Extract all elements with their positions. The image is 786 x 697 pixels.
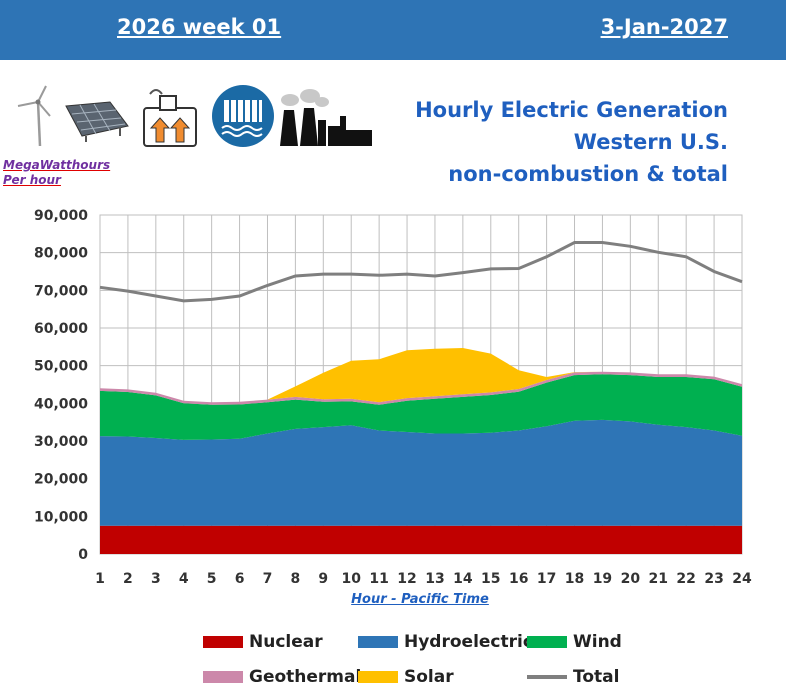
x-tick-label: 24 [732,571,752,587]
legend-wind: Wind [527,632,622,652]
area-geothermal [100,371,742,405]
units-label: MegaWatthours Per hour [3,158,110,188]
date-label: 3-Jan-2027 [600,15,728,39]
units-line-2: Per hour [3,173,61,187]
x-axis-label: Hour - Pacific Time [351,592,489,607]
legend-swatch-solar [358,671,398,683]
power-plant-icon [280,89,372,146]
area-wind [100,374,742,440]
legend-swatch-total [527,675,567,679]
legend-total: Total [527,667,619,687]
generation-chart: 0 10,000 20,000 30,000 40,000 50,000 60,000 70,… [34,208,752,587]
title-line-3: non-combustion & total [448,162,728,186]
legend-solar: Solar [358,667,454,687]
x-tick-label: 12 [397,571,416,587]
area-hydroelectric [100,419,742,526]
x-tick-label: 20 [621,571,641,587]
x-tick-label: 22 [676,571,695,587]
x-tick-label: 4 [179,571,189,587]
x-tick-label: 14 [453,571,473,587]
x-tick-label: 7 [263,571,273,587]
x-tick-label: 17 [537,571,556,587]
y-tick-label: 0 [78,547,88,563]
area-nuclear [100,525,742,554]
title-line-1: Hourly Electric Generation [415,98,728,122]
x-tick-label: 3 [151,571,161,587]
x-tick-label: 9 [318,571,328,587]
x-tick-label: 15 [481,571,500,587]
header-bar: 2026 week 01 3-Jan-2027 [0,0,786,60]
y-tick-label: 50,000 [34,359,88,375]
x-tick-label: 8 [291,571,301,587]
legend-label-solar: Solar [404,667,454,687]
x-tick-label: 5 [207,571,217,587]
y-tick-label: 80,000 [34,246,88,262]
x-tick-label: 19 [593,571,612,587]
legend-label-nuclear: Nuclear [249,632,323,652]
legend-label-wind: Wind [573,632,622,652]
legend-nuclear: Nuclear [203,632,323,652]
solar-panel-icon [65,101,129,142]
x-tick-label: 2 [123,571,133,587]
chart-title: Hourly Electric Generation Western U.S. … [415,94,728,190]
legend-swatch-nuclear [203,636,243,648]
x-tick-label: 18 [565,571,584,587]
hydroelectric-dam-icon [212,85,274,147]
y-tick-label: 30,000 [34,434,88,450]
y-tick-label: 70,000 [34,283,88,299]
legend-swatch-wind [527,636,567,648]
y-tick-label: 40,000 [34,396,88,412]
y-tick-label: 10,000 [34,509,88,525]
legend-label-hydroelectric: Hydroelectric [404,632,533,652]
line-total [99,241,743,303]
units-line-1: MegaWatthours [3,158,111,172]
legend-hydroelectric: Hydroelectric [358,632,533,652]
x-tick-label: 1 [95,571,105,587]
wind-turbine-icon [17,85,51,147]
geothermal-icon [143,89,197,147]
legend-label-geothermal: Geothermal [249,667,362,687]
energy-icons [17,85,372,147]
legend-swatch-hydroelectric [358,636,398,648]
x-tick-label: 6 [235,571,245,587]
x-tick-label: 13 [425,571,444,587]
x-tick-label: 11 [369,571,388,587]
x-tick-label: 21 [649,571,668,587]
x-tick-label: 10 [341,571,361,587]
y-tick-label: 90,000 [34,208,88,224]
legend-geothermal: Geothermal [203,667,361,687]
y-tick-label: 20,000 [34,472,88,488]
legend-swatch-geothermal [203,671,243,683]
legend-label-total: Total [573,667,620,687]
x-tick-label: 23 [704,571,723,587]
y-tick-label: 60,000 [34,321,88,337]
x-tick-label: 16 [509,571,528,587]
chart-legend: Nuclear Hydroelectric Wind Geothermal So… [0,628,786,693]
week-label: 2026 week 01 [117,15,282,39]
title-line-2: Western U.S. [573,130,728,154]
area-solar [100,348,742,403]
